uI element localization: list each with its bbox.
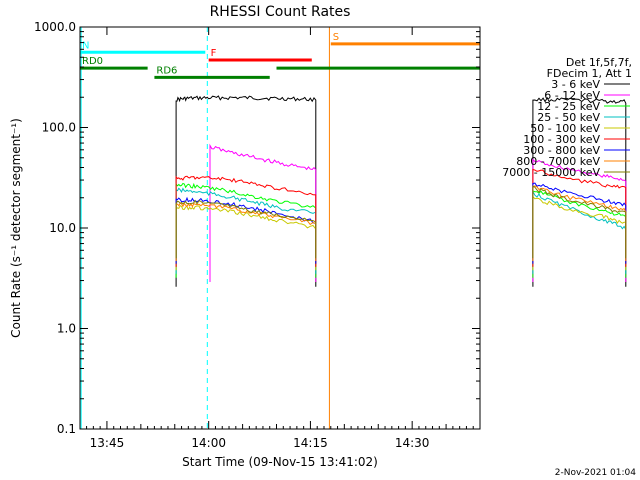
- timestamp: 2-Nov-2021 01:04: [555, 468, 637, 478]
- y-tick-label-2: 10.0: [49, 221, 76, 235]
- legend-label-5: 100 - 300 keV: [523, 133, 600, 146]
- series-line-6-seg2: [532, 182, 627, 264]
- axes: 0.1 1.0 10.0 100.0 1000.0 13:45 14:00 14:15 14:3…: [34, 20, 481, 450]
- series-line-2-seg1: [175, 182, 317, 278]
- legend-header-0: Det 1f,5f,7f,: [566, 56, 632, 69]
- x-axis-label: Start Time (09-Nov-15 13:41:02): [182, 455, 378, 469]
- legend-label-1: 6 - 12 keV: [544, 89, 600, 102]
- legend-header-1: FDecim 1, Att 1: [547, 67, 632, 80]
- legend-label-6: 300 - 800 keV: [523, 144, 600, 157]
- legend-label-2: 12 - 25 keV: [537, 100, 600, 113]
- flag-label-0: N: [82, 40, 89, 51]
- legend-label-0: 3 - 6 keV: [551, 78, 600, 91]
- series-line-3-seg2: [532, 189, 627, 274]
- legend-label-4: 50 - 100 keV: [530, 122, 600, 135]
- series-line-0-seg1: [175, 95, 317, 287]
- series-line-8-seg1: [175, 199, 317, 259]
- x-tick-label-2: 14:15: [293, 436, 328, 450]
- x-tick-label-3: 14:30: [395, 436, 430, 450]
- flag-label-3: RD6: [156, 65, 177, 76]
- chart-title: RHESSI Count Rates: [210, 4, 351, 20]
- series-line-1-seg2: [532, 158, 627, 282]
- series-line-5-seg1: [175, 175, 317, 267]
- flag-label-1: F: [211, 48, 217, 59]
- x-tick-label-0: 13:45: [90, 436, 125, 450]
- legend-label-7: 800 - 7000 keV: [516, 155, 600, 168]
- legend-label-3: 25 - 50 keV: [537, 111, 600, 124]
- y-axis-label: Count Rate (s⁻¹ detector segment⁻¹): [9, 118, 23, 338]
- series-line-0-seg2: [532, 96, 627, 287]
- y-tick-label-0: 0.1: [57, 422, 76, 436]
- series-line-5-seg2: [532, 168, 627, 267]
- x-tick-label-1: 14:00: [191, 436, 226, 450]
- series-line-4-seg1: [175, 205, 317, 271]
- series-line-8-seg2: [532, 185, 627, 259]
- series-line-1-seg1: [209, 143, 317, 282]
- series-line-7-seg2: [532, 185, 627, 261]
- y-tick-label-1: 1.0: [57, 322, 76, 336]
- flag-label-2: RD0: [82, 56, 103, 67]
- y-tick-label-3: 100.0: [42, 121, 76, 135]
- y-tick-label-4: 1000.0: [34, 20, 76, 34]
- series-line-4-seg2: [532, 195, 627, 271]
- plot-area: N F RD0 RD6 S: [80, 27, 627, 429]
- series-line-3-seg1: [175, 187, 317, 274]
- flag-label-4: S: [333, 32, 339, 43]
- legend-label-8: 7000 - 15000 keV: [502, 166, 600, 179]
